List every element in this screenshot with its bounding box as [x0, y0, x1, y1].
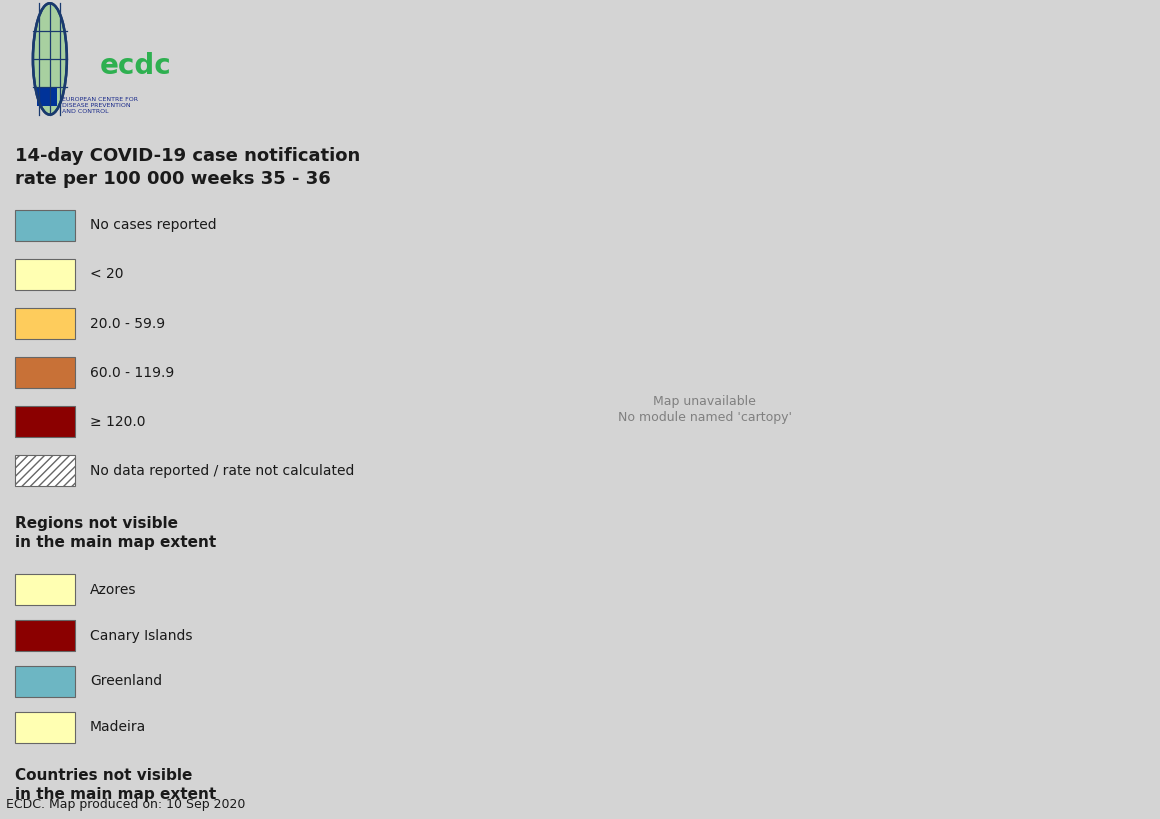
Text: Madeira: Madeira	[89, 720, 146, 735]
Bar	[15, 357, 74, 388]
Bar	[15, 574, 74, 605]
Text: Greenland: Greenland	[89, 674, 162, 689]
Text: ecdc: ecdc	[100, 52, 172, 79]
Text: Countries not visible
in the main map extent: Countries not visible in the main map ex…	[15, 768, 216, 802]
Bar	[15, 259, 74, 290]
Text: 14-day COVID-19 case notification
rate per 100 000 weeks 35 - 36: 14-day COVID-19 case notification rate p…	[15, 147, 361, 188]
Bar	[15, 455, 74, 486]
Text: ECDC. Map produced on: 10 Sep 2020: ECDC. Map produced on: 10 Sep 2020	[6, 798, 245, 811]
Bar	[15, 308, 74, 339]
Text: 20.0 - 59.9: 20.0 - 59.9	[89, 316, 165, 331]
Text: No data reported / rate not calculated: No data reported / rate not calculated	[89, 464, 354, 478]
Text: Azores: Azores	[89, 582, 136, 597]
Text: EUROPEAN CENTRE FOR
DISEASE PREVENTION
AND CONTROL: EUROPEAN CENTRE FOR DISEASE PREVENTION A…	[63, 97, 138, 114]
Text: < 20: < 20	[89, 267, 123, 282]
Bar	[15, 712, 74, 743]
Bar	[15, 666, 74, 697]
Text: Canary Islands: Canary Islands	[89, 628, 193, 643]
Bar	[15, 620, 74, 651]
Text: Map unavailable
No module named 'cartopy': Map unavailable No module named 'cartopy…	[618, 396, 791, 423]
Bar	[15, 406, 74, 437]
Circle shape	[32, 3, 67, 115]
Text: 60.0 - 119.9: 60.0 - 119.9	[89, 365, 174, 380]
Text: ≥ 120.0: ≥ 120.0	[89, 414, 145, 429]
Bar	[37, 88, 57, 106]
Bar	[15, 210, 74, 241]
Text: Regions not visible
in the main map extent: Regions not visible in the main map exte…	[15, 516, 216, 550]
Text: No cases reported: No cases reported	[89, 218, 217, 233]
